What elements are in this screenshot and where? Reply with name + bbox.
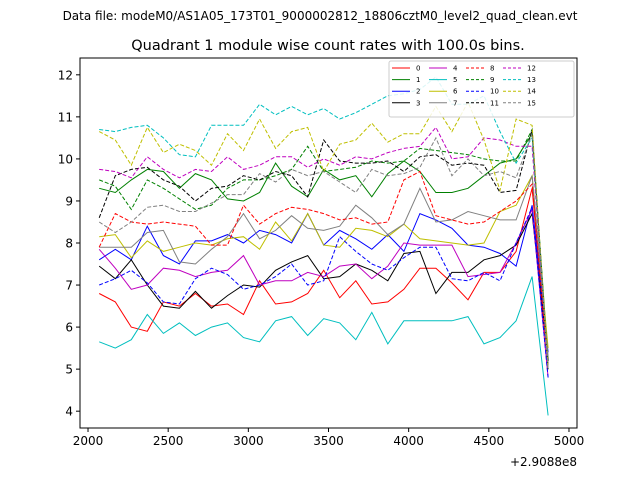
data-file-header: Data file: modeM0/AS1A05_173T01_90000028… (63, 9, 578, 23)
y-tick-label: 11 (58, 110, 73, 124)
y-tick-label: 10 (58, 152, 73, 166)
series-line-15 (98, 133, 549, 370)
series-line-10 (99, 205, 549, 378)
legend-label-13: 13 (527, 76, 536, 84)
legend-label-3: 3 (416, 99, 420, 107)
plot-area (98, 76, 549, 416)
legend-label-4: 4 (453, 65, 458, 73)
chart-title: Quadrant 1 module wise count rates with … (131, 38, 525, 54)
legend-label-12: 12 (527, 65, 536, 73)
legend-label-15: 15 (527, 99, 536, 107)
y-tick-label: 9 (65, 194, 73, 208)
series-line-6 (99, 174, 549, 349)
series-line-1 (99, 132, 549, 361)
legend-label-11: 11 (490, 99, 499, 107)
series-line-12 (99, 126, 549, 370)
x-tick-label: 2500 (153, 434, 184, 448)
y-tick-label: 7 (65, 279, 73, 293)
x-tick-label: 3000 (233, 434, 264, 448)
legend-label-14: 14 (527, 88, 536, 96)
y-tick-label: 8 (65, 237, 73, 251)
x-axis-offset-label: +2.9088e8 (510, 455, 577, 469)
y-tick-label: 5 (65, 363, 73, 377)
legend-label-7: 7 (453, 99, 457, 107)
series-line-0 (98, 188, 549, 365)
y-tick-label: 6 (65, 321, 73, 335)
series-line-7 (99, 175, 549, 357)
series-line-11 (98, 129, 549, 370)
legend-label-6: 6 (453, 88, 458, 96)
series-line-9 (99, 127, 549, 370)
x-tick-label: 2000 (73, 434, 104, 448)
y-tick-label: 12 (58, 68, 73, 82)
series-line-8 (98, 170, 549, 370)
legend-label-10: 10 (490, 88, 499, 96)
legend-label-0: 0 (416, 65, 420, 73)
series-line-4 (98, 207, 549, 378)
x-tick-label: 4500 (474, 434, 505, 448)
legend-label-5: 5 (453, 76, 457, 84)
legend-label-2: 2 (416, 88, 420, 96)
x-tick-label: 3500 (313, 434, 344, 448)
series-line-5 (99, 276, 549, 416)
legend-label-9: 9 (490, 76, 494, 84)
series-line-3 (98, 211, 549, 361)
legend-label-8: 8 (490, 65, 494, 73)
x-tick-label: 5000 (554, 434, 585, 448)
legend-label-1: 1 (416, 76, 420, 84)
x-tick-label: 4000 (393, 434, 424, 448)
y-tick-label: 4 (65, 405, 73, 419)
series-line-13 (99, 76, 549, 370)
